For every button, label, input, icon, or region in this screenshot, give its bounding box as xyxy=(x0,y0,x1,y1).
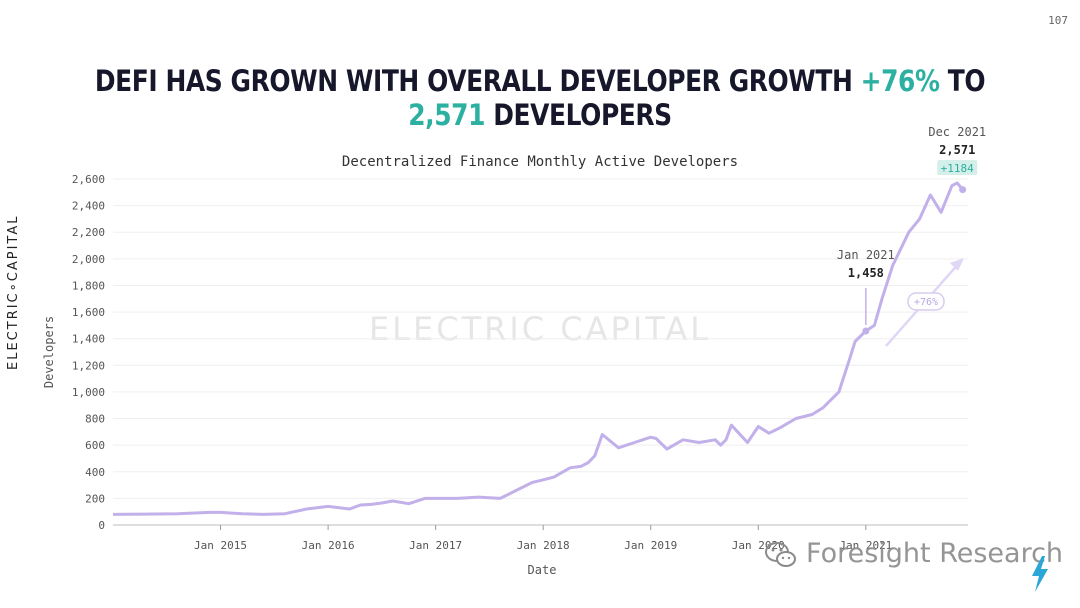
title-suffix: DEVELOPERS xyxy=(485,98,672,132)
x-axis-label: Date xyxy=(528,563,557,577)
x-tick-label: Jan 2020 xyxy=(732,539,785,552)
y-tick-label: 2,200 xyxy=(72,226,105,239)
y-tick-label: 1,000 xyxy=(72,386,105,399)
data-point-jan-2021 xyxy=(862,327,870,335)
x-tick-label: Jan 2016 xyxy=(302,539,355,552)
chart-title: Decentralized Finance Monthly Active Dev… xyxy=(342,154,738,170)
x-tick-label: Jan 2019 xyxy=(624,539,677,552)
title-growth-value: +76% xyxy=(860,64,940,98)
y-tick-label: 400 xyxy=(85,466,105,479)
page-number: 107 xyxy=(1048,14,1068,27)
annotation-jan-2021-date: Jan 2021 xyxy=(837,248,895,262)
title-middle: TO xyxy=(939,64,986,98)
y-tick-label: 2,400 xyxy=(72,200,105,213)
data-point-dec-2021 xyxy=(959,186,967,194)
footer-watermark: Foresight Research xyxy=(806,538,1064,569)
page-title: DEFI HAS GROWN WITH OVERALL DEVELOPER GR… xyxy=(76,64,1005,132)
annotation-dec-2021-date: Dec 2021 xyxy=(928,125,986,139)
y-tick-label: 200 xyxy=(85,492,105,505)
y-tick-label: 1,400 xyxy=(72,333,105,346)
x-tick-label: Jan 2021 xyxy=(839,539,892,552)
annotation-dec-2021-value: 2,571 xyxy=(939,143,975,157)
y-tick-label: 0 xyxy=(98,519,105,532)
y-tick-label: 2,600 xyxy=(72,173,105,186)
title-total-value: 2,571 xyxy=(408,98,486,132)
growth-arrow-head xyxy=(950,258,964,271)
x-tick-label: Jan 2015 xyxy=(194,539,247,552)
y-tick-label: 800 xyxy=(85,413,105,426)
y-tick-label: 1,200 xyxy=(72,359,105,372)
wechat-icon xyxy=(765,542,796,567)
annotation-jan-2021-value: 1,458 xyxy=(848,266,884,280)
x-tick-label: Jan 2018 xyxy=(517,539,570,552)
x-tick-label: Jan 2017 xyxy=(409,539,462,552)
title-prefix: DEFI HAS GROWN WITH OVERALL DEVELOPER GR… xyxy=(94,64,861,98)
chart-watermark: ELECTRIC CAPITAL xyxy=(369,310,711,348)
y-tick-label: 2,000 xyxy=(72,253,105,266)
y-tick-label: 1,600 xyxy=(72,306,105,319)
y-axis-label: Developers xyxy=(42,316,56,388)
annotation-dec-2021-delta-badge xyxy=(937,160,978,175)
lightning-bolt-icon xyxy=(1032,556,1048,592)
y-tick-label: 600 xyxy=(85,439,105,452)
annotation-dec-2021-delta: +1184 xyxy=(941,162,974,175)
growth-badge-label: +76% xyxy=(914,297,938,308)
y-tick-label: 1,800 xyxy=(72,279,105,292)
growth-badge xyxy=(907,292,945,311)
